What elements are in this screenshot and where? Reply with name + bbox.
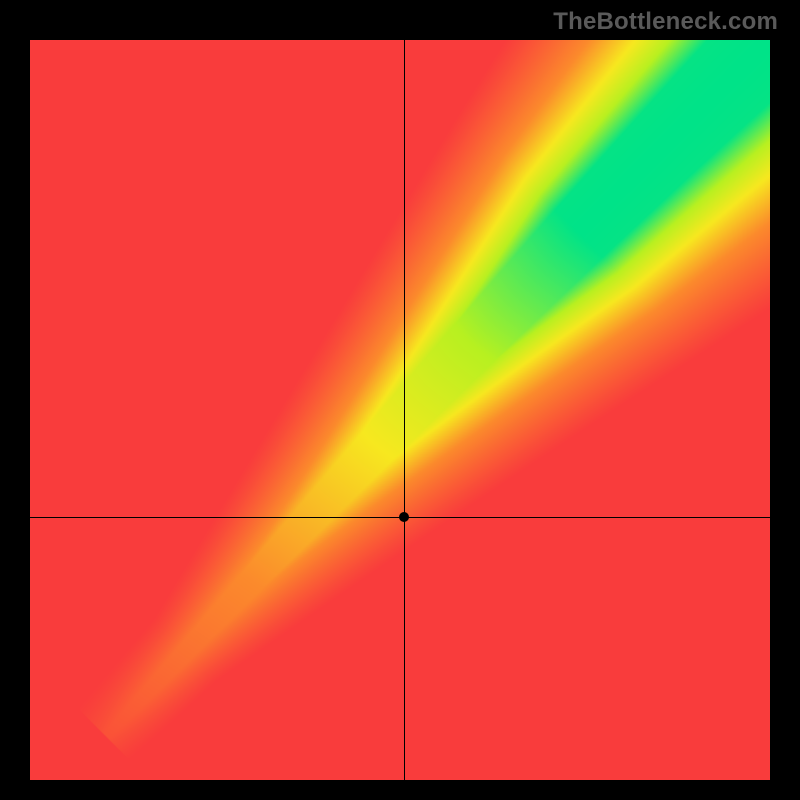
watermark-text: TheBottleneck.com (553, 8, 778, 36)
heatmap-plot-area (30, 40, 770, 780)
heatmap-canvas (30, 40, 770, 780)
crosshair-marker-dot (399, 512, 409, 522)
crosshair-vertical-line (404, 40, 405, 780)
chart-outer-frame: TheBottleneck.com (0, 0, 800, 800)
